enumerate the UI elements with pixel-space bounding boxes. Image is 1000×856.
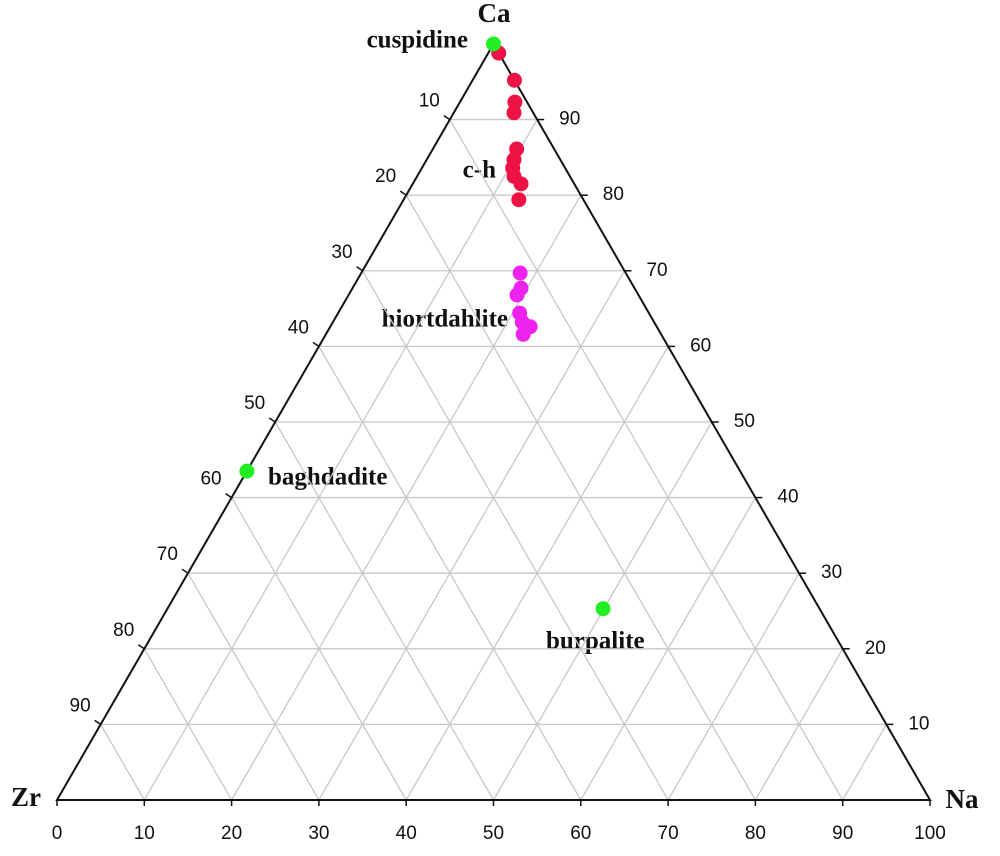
annotation: cuspidine <box>367 27 468 54</box>
grid-line <box>100 724 145 801</box>
grid-line <box>274 421 495 801</box>
zr-tick-label: 10 <box>419 91 440 112</box>
data-point <box>486 36 501 52</box>
data-point <box>595 601 611 617</box>
tick-mark <box>443 114 451 121</box>
corner-label: Zr <box>11 782 41 812</box>
data-point <box>506 72 522 88</box>
grid-line <box>318 270 626 801</box>
data-point <box>515 326 531 342</box>
data-point <box>511 192 527 208</box>
ca-tick-label: 90 <box>559 109 580 130</box>
zr-tick-label: 50 <box>244 393 265 414</box>
zr-tick-label: 90 <box>70 695 91 716</box>
grid-line <box>143 648 233 801</box>
zr-tick-label: 20 <box>375 166 396 187</box>
zr-tick-label: 30 <box>331 242 352 263</box>
tick-mark <box>225 492 233 499</box>
zr-tick-label: 80 <box>113 620 134 641</box>
na-tick-label: 80 <box>745 823 766 844</box>
na-tick-label: 40 <box>396 823 417 844</box>
na-tick-label: 100 <box>914 823 946 844</box>
grid-line <box>187 572 320 801</box>
na-tick-label: 20 <box>221 823 242 844</box>
annotation: baghdadite <box>268 464 387 491</box>
tick-mark <box>312 341 320 347</box>
tick-mark <box>181 568 189 574</box>
ca-tick-label: 80 <box>603 184 624 205</box>
ca-tick-label: 10 <box>908 713 929 734</box>
zr-tick-label: 40 <box>288 317 309 338</box>
grid-line <box>405 194 756 801</box>
ca-tick-label: 70 <box>646 260 667 281</box>
data-point <box>513 176 529 192</box>
corner-label: Ca <box>478 0 511 28</box>
tick-mark <box>268 417 276 423</box>
na-tick-label: 70 <box>658 823 679 844</box>
data-point <box>239 463 255 479</box>
na-tick-label: 60 <box>570 823 591 844</box>
annotation: burpalite <box>546 628 645 655</box>
grid-line <box>842 724 887 801</box>
grid-line <box>318 346 582 801</box>
grid-line <box>231 497 407 801</box>
na-tick-label: 30 <box>308 823 329 844</box>
data-point <box>506 105 522 121</box>
corner-label: Na <box>946 784 979 814</box>
na-tick-label: 90 <box>832 823 853 844</box>
tick-mark <box>399 190 407 196</box>
ca-tick-label: 60 <box>690 335 711 356</box>
zr-tick-label: 70 <box>157 544 178 565</box>
tick-mark <box>356 266 363 272</box>
na-tick-label: 10 <box>134 823 155 844</box>
ca-tick-label: 50 <box>734 411 755 432</box>
na-tick-label: 50 <box>483 823 504 844</box>
grid-line <box>667 572 800 801</box>
data-point <box>509 287 525 303</box>
data-point <box>512 265 528 281</box>
zr-tick-label: 60 <box>200 469 221 490</box>
tick-mark <box>94 719 102 726</box>
ca-tick-label: 30 <box>821 562 842 583</box>
grid-line <box>449 119 844 801</box>
na-tick-label: 0 <box>52 823 63 844</box>
ca-tick-label: 20 <box>865 638 886 659</box>
ca-tick-label: 40 <box>777 487 798 508</box>
annotation: hiortdahlite <box>382 306 508 333</box>
tick-mark <box>137 644 145 650</box>
grid-line <box>361 270 669 801</box>
grid-line <box>143 119 538 801</box>
